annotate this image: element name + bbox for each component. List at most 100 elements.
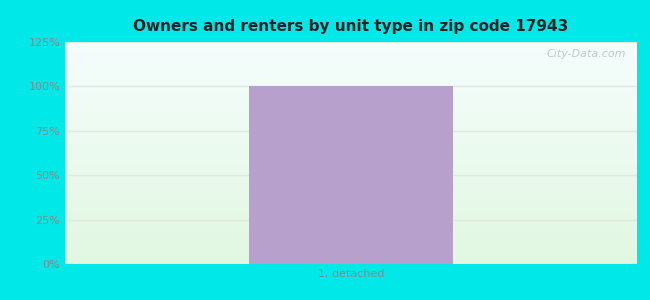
Bar: [65, 100, 637, 101]
Bar: [65, 101, 637, 102]
Bar: [65, 86, 637, 88]
Bar: [65, 238, 637, 240]
Bar: [65, 46, 637, 47]
Bar: [65, 169, 637, 170]
Bar: [65, 178, 637, 180]
Bar: [65, 181, 637, 182]
Bar: [65, 136, 637, 137]
Bar: [65, 79, 637, 80]
Bar: [65, 155, 637, 156]
Bar: [65, 92, 637, 93]
Bar: [65, 212, 637, 213]
Bar: [65, 107, 637, 109]
Bar: [65, 251, 637, 252]
Bar: [65, 64, 637, 65]
Bar: [65, 225, 637, 226]
Bar: [65, 158, 637, 160]
Bar: [65, 47, 637, 49]
Bar: [65, 118, 637, 120]
Bar: [65, 93, 637, 94]
Bar: [65, 252, 637, 253]
Bar: [65, 261, 637, 262]
Bar: [65, 112, 637, 113]
Bar: [65, 174, 637, 175]
Bar: [65, 240, 637, 241]
Bar: [65, 80, 637, 81]
Bar: [65, 145, 637, 146]
Bar: [65, 245, 637, 246]
Bar: [65, 69, 637, 70]
Bar: [65, 65, 637, 66]
Bar: [65, 163, 637, 164]
Bar: [65, 233, 637, 234]
Bar: [65, 110, 637, 111]
Bar: [65, 70, 637, 71]
Bar: [65, 226, 637, 227]
Bar: [65, 207, 637, 208]
Bar: [65, 180, 637, 181]
Bar: [65, 115, 637, 116]
Bar: [65, 61, 637, 62]
Bar: [65, 83, 637, 84]
Bar: [65, 90, 637, 91]
Bar: [65, 71, 637, 72]
Bar: [65, 216, 637, 217]
Bar: [65, 45, 637, 46]
Bar: [65, 241, 637, 242]
Bar: [65, 237, 637, 238]
Bar: [65, 81, 637, 82]
Bar: [65, 244, 637, 245]
Bar: [65, 169, 637, 171]
Bar: [65, 125, 637, 126]
Bar: [65, 202, 637, 203]
Bar: [65, 203, 637, 204]
Bar: [65, 130, 637, 131]
Bar: [65, 230, 637, 231]
Bar: [65, 153, 637, 154]
Bar: [65, 134, 637, 135]
Bar: [65, 56, 637, 58]
Bar: [65, 171, 637, 172]
Bar: [65, 118, 637, 119]
Bar: [65, 133, 637, 134]
Bar: [65, 99, 637, 100]
Bar: [65, 103, 637, 104]
Bar: [65, 242, 637, 243]
Bar: [65, 220, 637, 221]
Bar: [65, 258, 637, 260]
Bar: [65, 140, 637, 141]
Bar: [65, 205, 637, 206]
Bar: [65, 60, 637, 61]
Bar: [65, 120, 637, 121]
Bar: [65, 151, 637, 152]
Bar: [65, 105, 637, 106]
Bar: [65, 137, 637, 139]
Bar: [65, 194, 637, 195]
Bar: [65, 109, 637, 110]
Bar: [65, 98, 637, 99]
Bar: [65, 254, 637, 255]
Bar: [65, 247, 637, 248]
Bar: [65, 165, 637, 166]
Bar: [65, 76, 637, 77]
Bar: [65, 195, 637, 196]
Bar: [65, 256, 637, 257]
Bar: [65, 201, 637, 202]
Bar: [65, 129, 637, 130]
Bar: [65, 156, 637, 158]
Bar: [65, 214, 637, 215]
Bar: [65, 62, 637, 63]
Bar: [65, 227, 637, 229]
Bar: [65, 222, 637, 223]
Bar: [65, 200, 637, 201]
Bar: [65, 44, 637, 45]
Bar: [65, 106, 637, 107]
Bar: [65, 160, 637, 161]
Bar: [65, 66, 637, 68]
Bar: [65, 121, 637, 122]
Bar: [65, 55, 637, 56]
Bar: [249, 86, 453, 264]
Bar: [65, 262, 637, 263]
Bar: [65, 192, 637, 193]
Bar: [65, 42, 637, 43]
